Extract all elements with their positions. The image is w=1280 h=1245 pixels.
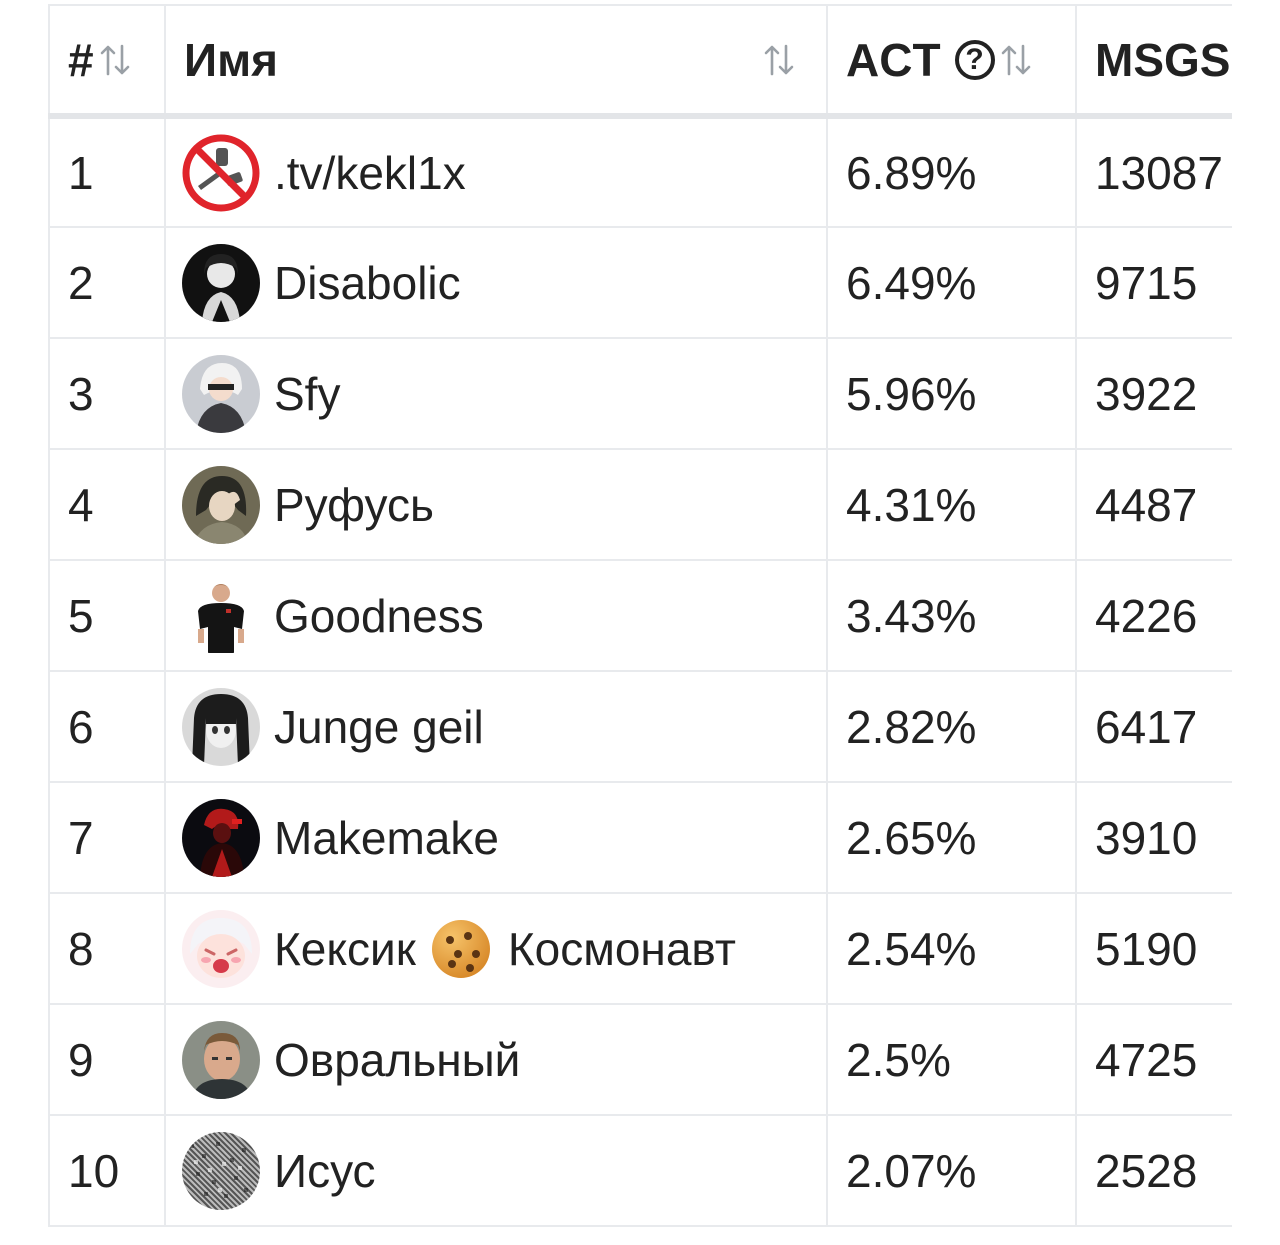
rank-cell: 3 <box>48 337 166 450</box>
user-name: Makemake <box>274 811 499 864</box>
user-name-part: Космонавт <box>507 922 736 975</box>
user-name: Sfy <box>274 367 341 420</box>
name-cell[interactable]: .tv/kekl1x <box>164 115 828 228</box>
act-cell: 4.31% <box>826 448 1077 561</box>
user-name: .tv/kekl1x <box>274 146 466 199</box>
leaderboard-table: # Имя ACT ? <box>48 4 1232 1227</box>
msgs-column-header[interactable]: MSGS <box>1075 4 1232 119</box>
name-cell[interactable]: Disabolic <box>164 226 828 339</box>
act-cell: 6.89% <box>826 115 1077 228</box>
table-row[interactable]: 7 Makemake 2.65% 3910 <box>48 781 1232 894</box>
msgs-cell: 9715 <box>1075 226 1232 339</box>
rank-cell: 5 <box>48 559 166 672</box>
act-cell: 2.07% <box>826 1114 1077 1227</box>
avatar[interactable] <box>182 1131 260 1210</box>
avatar[interactable] <box>182 687 260 766</box>
rank-cell: 10 <box>48 1114 166 1227</box>
name-cell[interactable]: Sfy <box>164 337 828 450</box>
act-cell: 2.5% <box>826 1003 1077 1116</box>
no-drugs-icon[interactable] <box>182 134 260 212</box>
user-name: Руфусь <box>274 478 434 531</box>
rank-cell: 9 <box>48 1003 166 1116</box>
table-row[interactable]: 1 .tv/kekl1x 6.89% 13087 <box>48 115 1232 228</box>
name-cell[interactable]: Junge geil <box>164 670 828 783</box>
rank-cell: 2 <box>48 226 166 339</box>
table-row[interactable]: 9 Овральный 2.5% 4725 <box>48 1003 1232 1116</box>
table-row[interactable]: 2 Disabolic 6.49% 9715 <box>48 226 1232 339</box>
sort-arrows-icon[interactable] <box>999 42 1033 78</box>
sort-arrows-icon[interactable] <box>98 42 132 78</box>
table-row[interactable]: 8 Кексик Космонавт 2.54% 5190 <box>48 892 1232 1005</box>
user-name: Goodness <box>274 589 484 642</box>
rank-cell: 8 <box>48 892 166 1005</box>
act-cell: 2.65% <box>826 781 1077 894</box>
avatar[interactable] <box>182 576 260 655</box>
name-header-label: Имя <box>184 33 278 86</box>
msgs-header-label: MSGS <box>1095 33 1231 86</box>
msgs-cell: 3922 <box>1075 337 1232 450</box>
help-icon[interactable]: ? <box>954 39 995 80</box>
msgs-cell: 4226 <box>1075 559 1232 672</box>
avatar[interactable] <box>182 243 260 322</box>
act-cell: 2.54% <box>826 892 1077 1005</box>
msgs-cell: 3910 <box>1075 781 1232 894</box>
msgs-cell: 13087 <box>1075 115 1232 228</box>
table-row[interactable]: 10 Исус 2.07% 2528 <box>48 1114 1232 1227</box>
name-cell[interactable]: Овральный <box>164 1003 828 1116</box>
avatar[interactable] <box>182 354 260 433</box>
act-cell: 6.49% <box>826 226 1077 339</box>
sort-arrows-icon[interactable] <box>762 42 796 78</box>
msgs-cell: 5190 <box>1075 892 1232 1005</box>
rank-cell: 1 <box>48 115 166 228</box>
avatar[interactable] <box>182 909 260 988</box>
avatar[interactable] <box>182 798 260 877</box>
rank-column-header[interactable]: # <box>48 4 166 119</box>
msgs-cell: 6417 <box>1075 670 1232 783</box>
act-header-label: ACT <box>846 33 941 86</box>
name-column-header[interactable]: Имя <box>164 4 828 119</box>
leaderboard-table-container: # Имя ACT ? <box>48 4 1232 1234</box>
table-row[interactable]: 4 Руфусь 4.31% 4487 <box>48 448 1232 561</box>
msgs-cell: 2528 <box>1075 1114 1232 1227</box>
header-row: # Имя ACT ? <box>48 4 1232 119</box>
rank-cell: 7 <box>48 781 166 894</box>
act-cell: 2.82% <box>826 670 1077 783</box>
msgs-cell: 4487 <box>1075 448 1232 561</box>
user-name-part: Кексик <box>274 922 416 975</box>
user-name: Исус <box>274 1144 376 1197</box>
name-cell[interactable]: Исус <box>164 1114 828 1227</box>
msgs-cell: 4725 <box>1075 1003 1232 1116</box>
table-row[interactable]: 3 Sfy 5.96% 3922 <box>48 337 1232 450</box>
act-cell: 3.43% <box>826 559 1077 672</box>
name-cell[interactable]: Makemake <box>164 781 828 894</box>
table-row[interactable]: 5 Goodness 3.43% 4226 <box>48 559 1232 672</box>
rank-cell: 4 <box>48 448 166 561</box>
user-name: Junge geil <box>274 700 484 753</box>
rank-cell: 6 <box>48 670 166 783</box>
cookie-emoji-icon <box>431 919 490 978</box>
act-column-header[interactable]: ACT ? <box>826 4 1077 119</box>
avatar[interactable] <box>182 1020 260 1099</box>
name-cell[interactable]: Кексик Космонавт <box>164 892 828 1005</box>
avatar[interactable] <box>182 465 260 544</box>
user-name: Disabolic <box>274 256 461 309</box>
rank-header-label: # <box>68 33 94 86</box>
act-cell: 5.96% <box>826 337 1077 450</box>
name-cell[interactable]: Goodness <box>164 559 828 672</box>
table-row[interactable]: 6 Junge geil 2.82% 6417 <box>48 670 1232 783</box>
user-name: Овральный <box>274 1033 521 1086</box>
name-cell[interactable]: Руфусь <box>164 448 828 561</box>
